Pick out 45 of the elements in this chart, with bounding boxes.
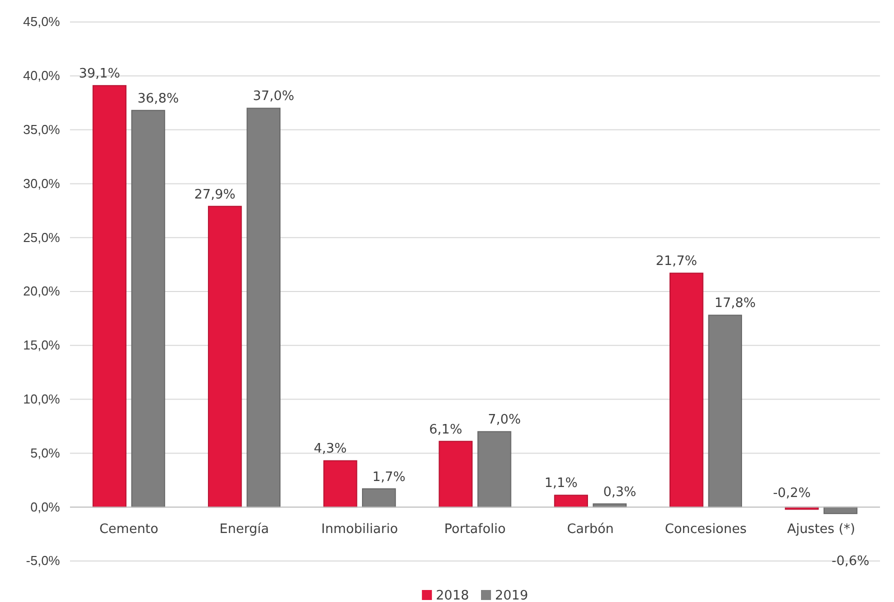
- legend-label: 2019: [495, 588, 528, 602]
- data-label: 37,0%: [252, 89, 294, 104]
- bar: [246, 108, 280, 508]
- data-label: 6,1%: [429, 422, 462, 438]
- bar: [438, 440, 473, 508]
- bar: [554, 494, 588, 508]
- data-label: 1,1%: [544, 476, 578, 492]
- data-label: 4,3%: [314, 442, 347, 457]
- y-tick-label: 40,0%: [23, 68, 60, 84]
- x-tick-label: Energía: [220, 522, 269, 538]
- y-tick-label: 30,0%: [23, 176, 60, 191]
- y-tick-label: 25,0%: [23, 230, 60, 245]
- data-label: 17,8%: [714, 296, 756, 312]
- bar: [708, 314, 742, 508]
- legend-label: 2018: [436, 588, 469, 602]
- data-label: 0,3%: [603, 484, 636, 500]
- data-label: -0,6%: [832, 554, 870, 570]
- bar: [92, 85, 126, 508]
- y-tick-label: 0,0%: [30, 499, 60, 514]
- data-label: 1,7%: [372, 470, 406, 485]
- x-tick-label: Inmobiliario: [321, 522, 398, 538]
- data-label: 21,7%: [656, 254, 698, 270]
- y-tick-label: 15,0%: [23, 338, 60, 353]
- bar: [323, 460, 358, 508]
- data-label: 39,1%: [78, 66, 120, 82]
- bar: [208, 206, 242, 508]
- data-label: 7,0%: [488, 412, 521, 428]
- y-tick-label: 5,0%: [30, 445, 60, 460]
- y-tick-label: 10,0%: [23, 391, 60, 406]
- x-tick-label: Cemento: [99, 522, 158, 538]
- data-label: 27,9%: [194, 187, 236, 202]
- bar: [362, 488, 396, 508]
- data-label: -0,2%: [772, 486, 811, 502]
- x-tick-label: Portafolio: [444, 522, 506, 538]
- y-tick-label: 20,0%: [23, 284, 60, 299]
- bar: [670, 272, 704, 508]
- x-tick-label: Carbón: [566, 522, 614, 538]
- y-tick-label: 45,0%: [23, 14, 60, 30]
- x-tick-label: Concesiones: [664, 522, 747, 538]
- bar: [477, 431, 512, 508]
- x-tick-label: Ajustes (*): [787, 522, 856, 538]
- data-label: 36,8%: [138, 91, 179, 106]
- bar: [131, 110, 166, 508]
- y-tick-label: 35,0%: [23, 122, 60, 137]
- y-tick-label: -5,0%: [26, 553, 60, 568]
